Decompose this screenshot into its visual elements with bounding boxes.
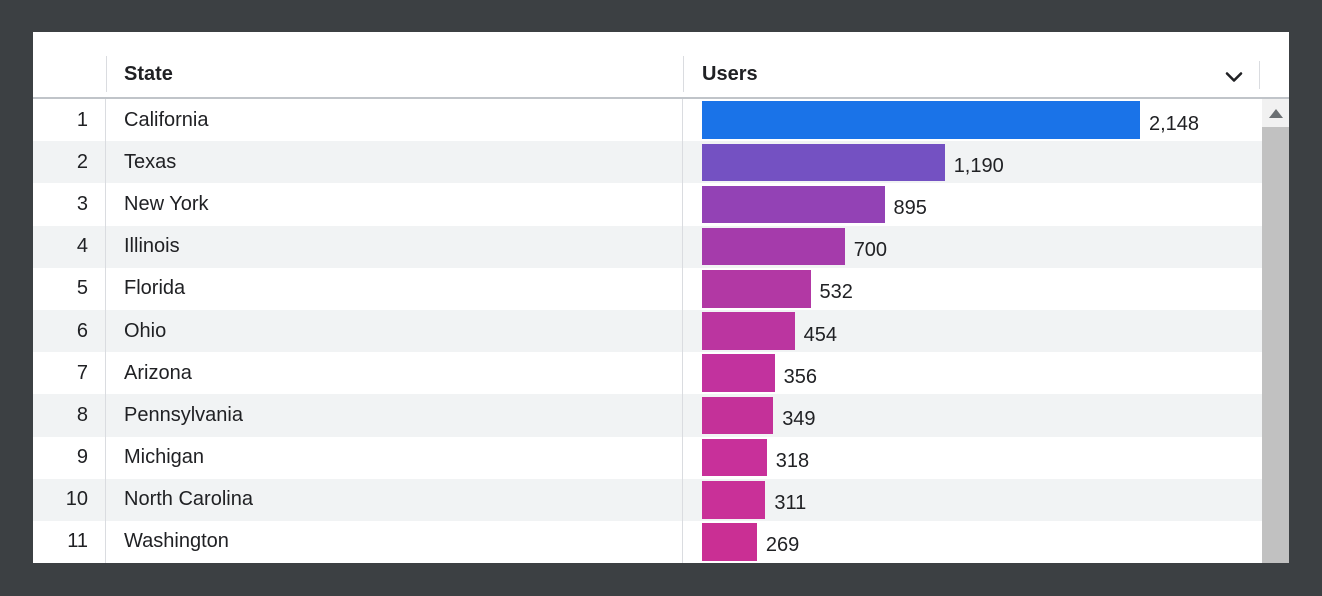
users-value: 1,190 [953,154,1004,177]
users-bar [702,481,766,519]
header-divider [1259,61,1260,89]
row-index: 8 [33,394,106,437]
table-row: 7 Arizona 356 [33,352,1262,395]
table-row: 10 North Carolina 311 [33,478,1262,521]
users-cell: 356 [683,352,1262,394]
table-row: 8 Pennsylvania 349 [33,394,1262,437]
users-bar [702,185,885,224]
users-value: 356 [783,365,817,388]
column-header-state[interactable]: State [124,63,173,85]
row-index: 5 [33,267,106,310]
users-cell: 454 [683,310,1262,352]
table-row: 6 Ohio 454 [33,309,1262,353]
users-bar [702,523,757,561]
triangle-up-icon [1268,108,1283,118]
users-cell: 1,190 [683,141,1262,183]
table-row: 5 Florida 532 [33,267,1262,310]
row-index: 4 [33,225,106,268]
row-index: 10 [33,478,106,521]
data-table-card: State Users 1 California 2,148 2 Texas 1… [33,32,1289,563]
chevron-down-icon[interactable] [1222,65,1246,89]
users-cell: 311 [683,479,1262,521]
scrollbar[interactable] [1262,99,1289,563]
table-header: State Users [33,32,1289,99]
state-cell: Michigan [106,436,683,479]
users-value: 2,148 [1149,112,1200,135]
row-index: 7 [33,352,106,395]
scroll-up-button[interactable] [1262,99,1289,127]
users-value: 895 [893,196,927,219]
users-cell: 700 [683,226,1262,268]
users-bar [702,396,774,435]
users-value: 269 [765,534,800,557]
state-cell: California [106,99,683,142]
users-bar [702,143,945,182]
header-divider [106,56,107,92]
table-row: 1 California 2,148 [33,99,1262,142]
users-cell: 2,148 [683,99,1262,141]
table-row: 3 New York 895 [33,183,1262,226]
users-value: 318 [775,450,810,473]
row-index: 6 [33,309,106,353]
users-cell: 318 [683,437,1262,479]
users-value: 311 [774,492,807,515]
table-row: 2 Texas 1,190 [33,141,1262,184]
state-cell: Arizona [106,352,683,395]
table-body: 1 California 2,148 2 Texas 1,190 3 New Y… [33,99,1262,563]
users-value: 349 [782,407,816,430]
users-cell: 349 [683,394,1262,436]
header-divider [683,56,684,92]
users-bar [702,270,811,308]
table-row: 4 Illinois 700 [33,225,1262,268]
state-cell: Pennsylvania [106,394,683,437]
users-bar [702,312,795,350]
row-index: 1 [33,99,106,142]
users-value: 532 [819,281,853,304]
state-cell: Washington [106,520,683,563]
state-cell: North Carolina [106,478,683,521]
users-value: 454 [803,323,837,346]
state-cell: Florida [106,267,683,310]
table-row: 11 Washington 269 [33,520,1262,563]
column-header-users[interactable]: Users [702,63,758,85]
users-cell: 269 [683,521,1262,563]
users-bar [702,101,1140,139]
table-row: 9 Michigan 318 [33,436,1262,479]
state-cell: Ohio [106,309,683,353]
row-index: 2 [33,141,106,184]
users-bar [702,354,775,392]
users-cell: 895 [683,183,1262,225]
state-cell: New York [106,183,683,226]
users-cell: 532 [683,268,1262,310]
users-bar [702,438,767,477]
users-value: 700 [853,239,888,262]
row-index: 9 [33,436,106,479]
users-bar [702,227,845,266]
row-index: 3 [33,183,106,226]
row-index: 11 [33,520,106,563]
state-cell: Texas [106,141,683,184]
scrollbar-thumb[interactable] [1262,127,1289,563]
state-cell: Illinois [106,225,683,268]
